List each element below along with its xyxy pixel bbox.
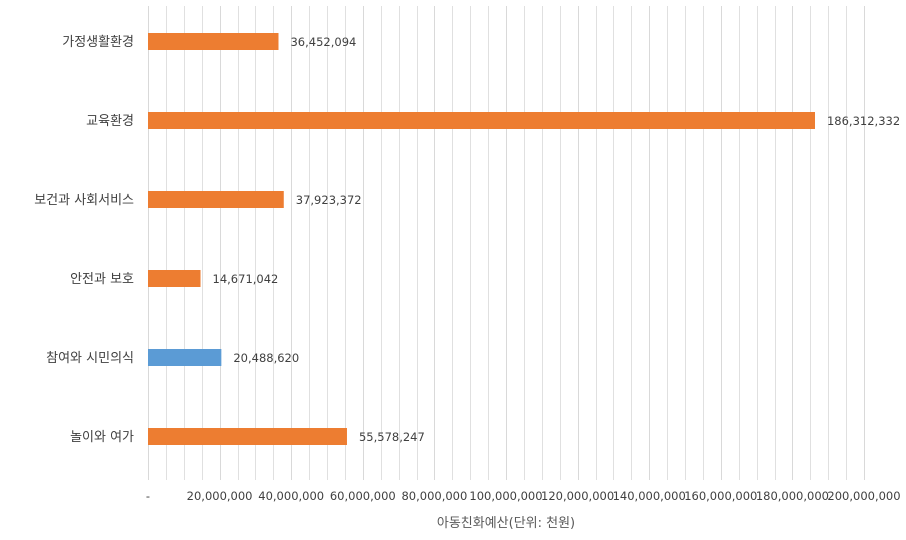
x-tick-label: 60,000,000: [330, 489, 396, 503]
x-tick-label: 160,000,000: [684, 489, 757, 503]
x-tick-label: 20,000,000: [187, 489, 253, 503]
category-label: 안전과 보호: [70, 272, 134, 287]
category-label: 놀이와 여가: [70, 430, 134, 445]
bar: [148, 270, 201, 287]
bar: [148, 112, 815, 129]
category-label: 보건과 사회서비스: [34, 193, 134, 208]
data-labels: 36,452,094 186,312,332 37,923,372 14,671,04…: [213, 35, 901, 444]
gridlines: [148, 6, 865, 480]
bar: [148, 191, 284, 208]
x-tick-label: 120,000,000: [541, 489, 614, 503]
category-label: 참여와 시민의식: [46, 351, 134, 366]
x-tick-label: 40,000,000: [258, 489, 324, 503]
data-label: 186,312,332: [827, 114, 900, 128]
data-label: 20,488,620: [233, 351, 299, 365]
x-tick-label: 180,000,000: [756, 489, 829, 503]
category-label: 가정생활환경: [62, 35, 134, 50]
x-tick-label: 200,000,000: [827, 489, 900, 503]
data-label: 36,452,094: [290, 35, 356, 49]
bar: [148, 349, 222, 366]
data-label: 55,578,247: [359, 430, 425, 444]
bar: [148, 33, 279, 50]
x-tick-labels: - 20,000,000 40,000,000 60,000,000 80,000,00…: [146, 489, 901, 503]
x-tick-label: 100,000,000: [469, 489, 542, 503]
bar: [148, 428, 347, 445]
data-label: 37,923,372: [296, 193, 362, 207]
x-axis-title: 아동친화예산(단위: 천원): [437, 516, 575, 531]
category-label: 교육환경: [86, 114, 134, 129]
bars: [148, 33, 815, 445]
x-tick-label: 80,000,000: [401, 489, 467, 503]
data-label: 14,671,042: [213, 272, 279, 286]
x-tick-label: 140,000,000: [613, 489, 686, 503]
x-tick-label: -: [146, 489, 150, 503]
